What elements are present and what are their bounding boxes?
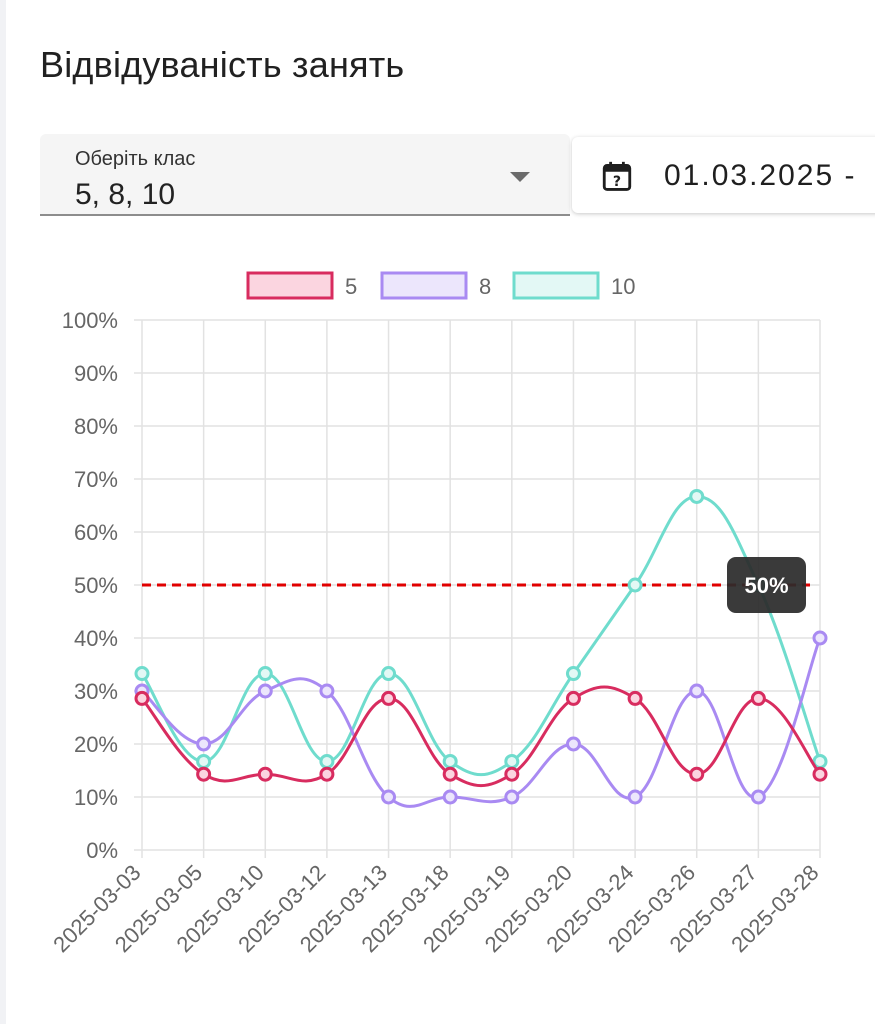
y-tick-label: 0% — [86, 838, 118, 863]
y-tick-label: 30% — [74, 679, 118, 704]
y-tick-label: 100% — [62, 308, 118, 333]
threshold-tooltip: 50% — [727, 557, 806, 613]
data-point-8[interactable] — [442, 789, 458, 805]
data-point-5[interactable] — [689, 766, 705, 782]
data-point-5[interactable] — [319, 766, 335, 782]
y-tick-label: 70% — [74, 467, 118, 492]
data-point-5[interactable] — [196, 766, 212, 782]
y-tick-label: 10% — [74, 785, 118, 810]
data-point-10[interactable] — [565, 666, 581, 682]
data-point-8[interactable] — [750, 789, 766, 805]
series-line-5 — [140, 685, 822, 787]
data-point-5[interactable] — [134, 690, 150, 706]
x-axis: 2025-03-032025-03-052025-03-102025-03-12… — [48, 860, 823, 957]
data-point-5[interactable] — [812, 766, 828, 782]
data-point-8[interactable] — [627, 789, 643, 805]
legend-label-5[interactable]: 5 — [345, 274, 357, 299]
series-line-8 — [140, 637, 822, 808]
y-tick-label: 60% — [74, 520, 118, 545]
data-point-5[interactable] — [442, 766, 458, 782]
data-point-8[interactable] — [381, 789, 397, 805]
calendar-icon[interactable]: ? — [600, 159, 634, 193]
data-point-8[interactable] — [504, 789, 520, 805]
page-title: Відвідуваність занять — [40, 44, 405, 85]
data-point-8[interactable] — [689, 683, 705, 699]
series-group — [134, 488, 828, 808]
data-point-5[interactable] — [565, 690, 581, 706]
legend-swatch-10[interactable] — [512, 271, 600, 300]
data-point-5[interactable] — [257, 766, 273, 782]
legend-label-10[interactable]: 10 — [611, 274, 635, 299]
data-point-5[interactable] — [381, 690, 397, 706]
data-point-10[interactable] — [319, 753, 335, 769]
y-tick-label: 20% — [74, 732, 118, 757]
data-point-10[interactable] — [689, 488, 705, 504]
data-point-8[interactable] — [196, 736, 212, 752]
data-point-10[interactable] — [196, 753, 212, 769]
y-tick-label: 90% — [74, 361, 118, 386]
class-select-label: Оберіть клас — [75, 148, 196, 170]
data-point-5[interactable] — [750, 690, 766, 706]
series-line-10 — [140, 494, 822, 777]
data-point-8[interactable] — [257, 683, 273, 699]
data-point-10[interactable] — [134, 666, 150, 682]
data-point-10[interactable] — [504, 753, 520, 769]
date-range-field[interactable]: ? 01.03.2025 - — [572, 137, 875, 213]
tooltip-label: 50% — [744, 573, 788, 598]
data-point-5[interactable] — [627, 690, 643, 706]
y-axis: 0% 10% 20% 30% 40% 50% 60% 70% 80% 90% 100% — [62, 308, 118, 863]
data-point-8[interactable] — [565, 736, 581, 752]
data-point-10[interactable] — [381, 666, 397, 682]
legend-label-8[interactable]: 8 — [479, 274, 491, 299]
y-tick-label: 50% — [74, 573, 118, 598]
data-point-10[interactable] — [627, 577, 643, 593]
y-tick-label: 40% — [74, 626, 118, 651]
svg-text:?: ? — [613, 174, 621, 190]
data-point-5[interactable] — [504, 766, 520, 782]
data-point-10[interactable] — [442, 753, 458, 769]
attendance-chart: 5 8 10 0% 10% 20% 30% 40% 50% 60% 70% 80% 90% 100% 2… — [48, 271, 828, 957]
legend-swatch-5[interactable] — [246, 271, 334, 300]
data-point-8[interactable] — [319, 683, 335, 699]
dropdown-arrow-icon[interactable] — [510, 172, 530, 182]
data-point-8[interactable] — [812, 630, 828, 646]
data-point-10[interactable] — [257, 666, 273, 682]
page-edge — [0, 0, 6, 1024]
chart-legend: 5 8 10 — [246, 271, 635, 300]
y-tick-label: 80% — [74, 414, 118, 439]
class-select[interactable]: Оберіть клас 5, 8, 10 — [40, 134, 570, 216]
chart-grid — [134, 319, 821, 858]
date-range-value: 01.03.2025 - — [664, 159, 857, 192]
legend-swatch-8[interactable] — [380, 271, 468, 300]
class-select-value: 5, 8, 10 — [75, 178, 176, 211]
